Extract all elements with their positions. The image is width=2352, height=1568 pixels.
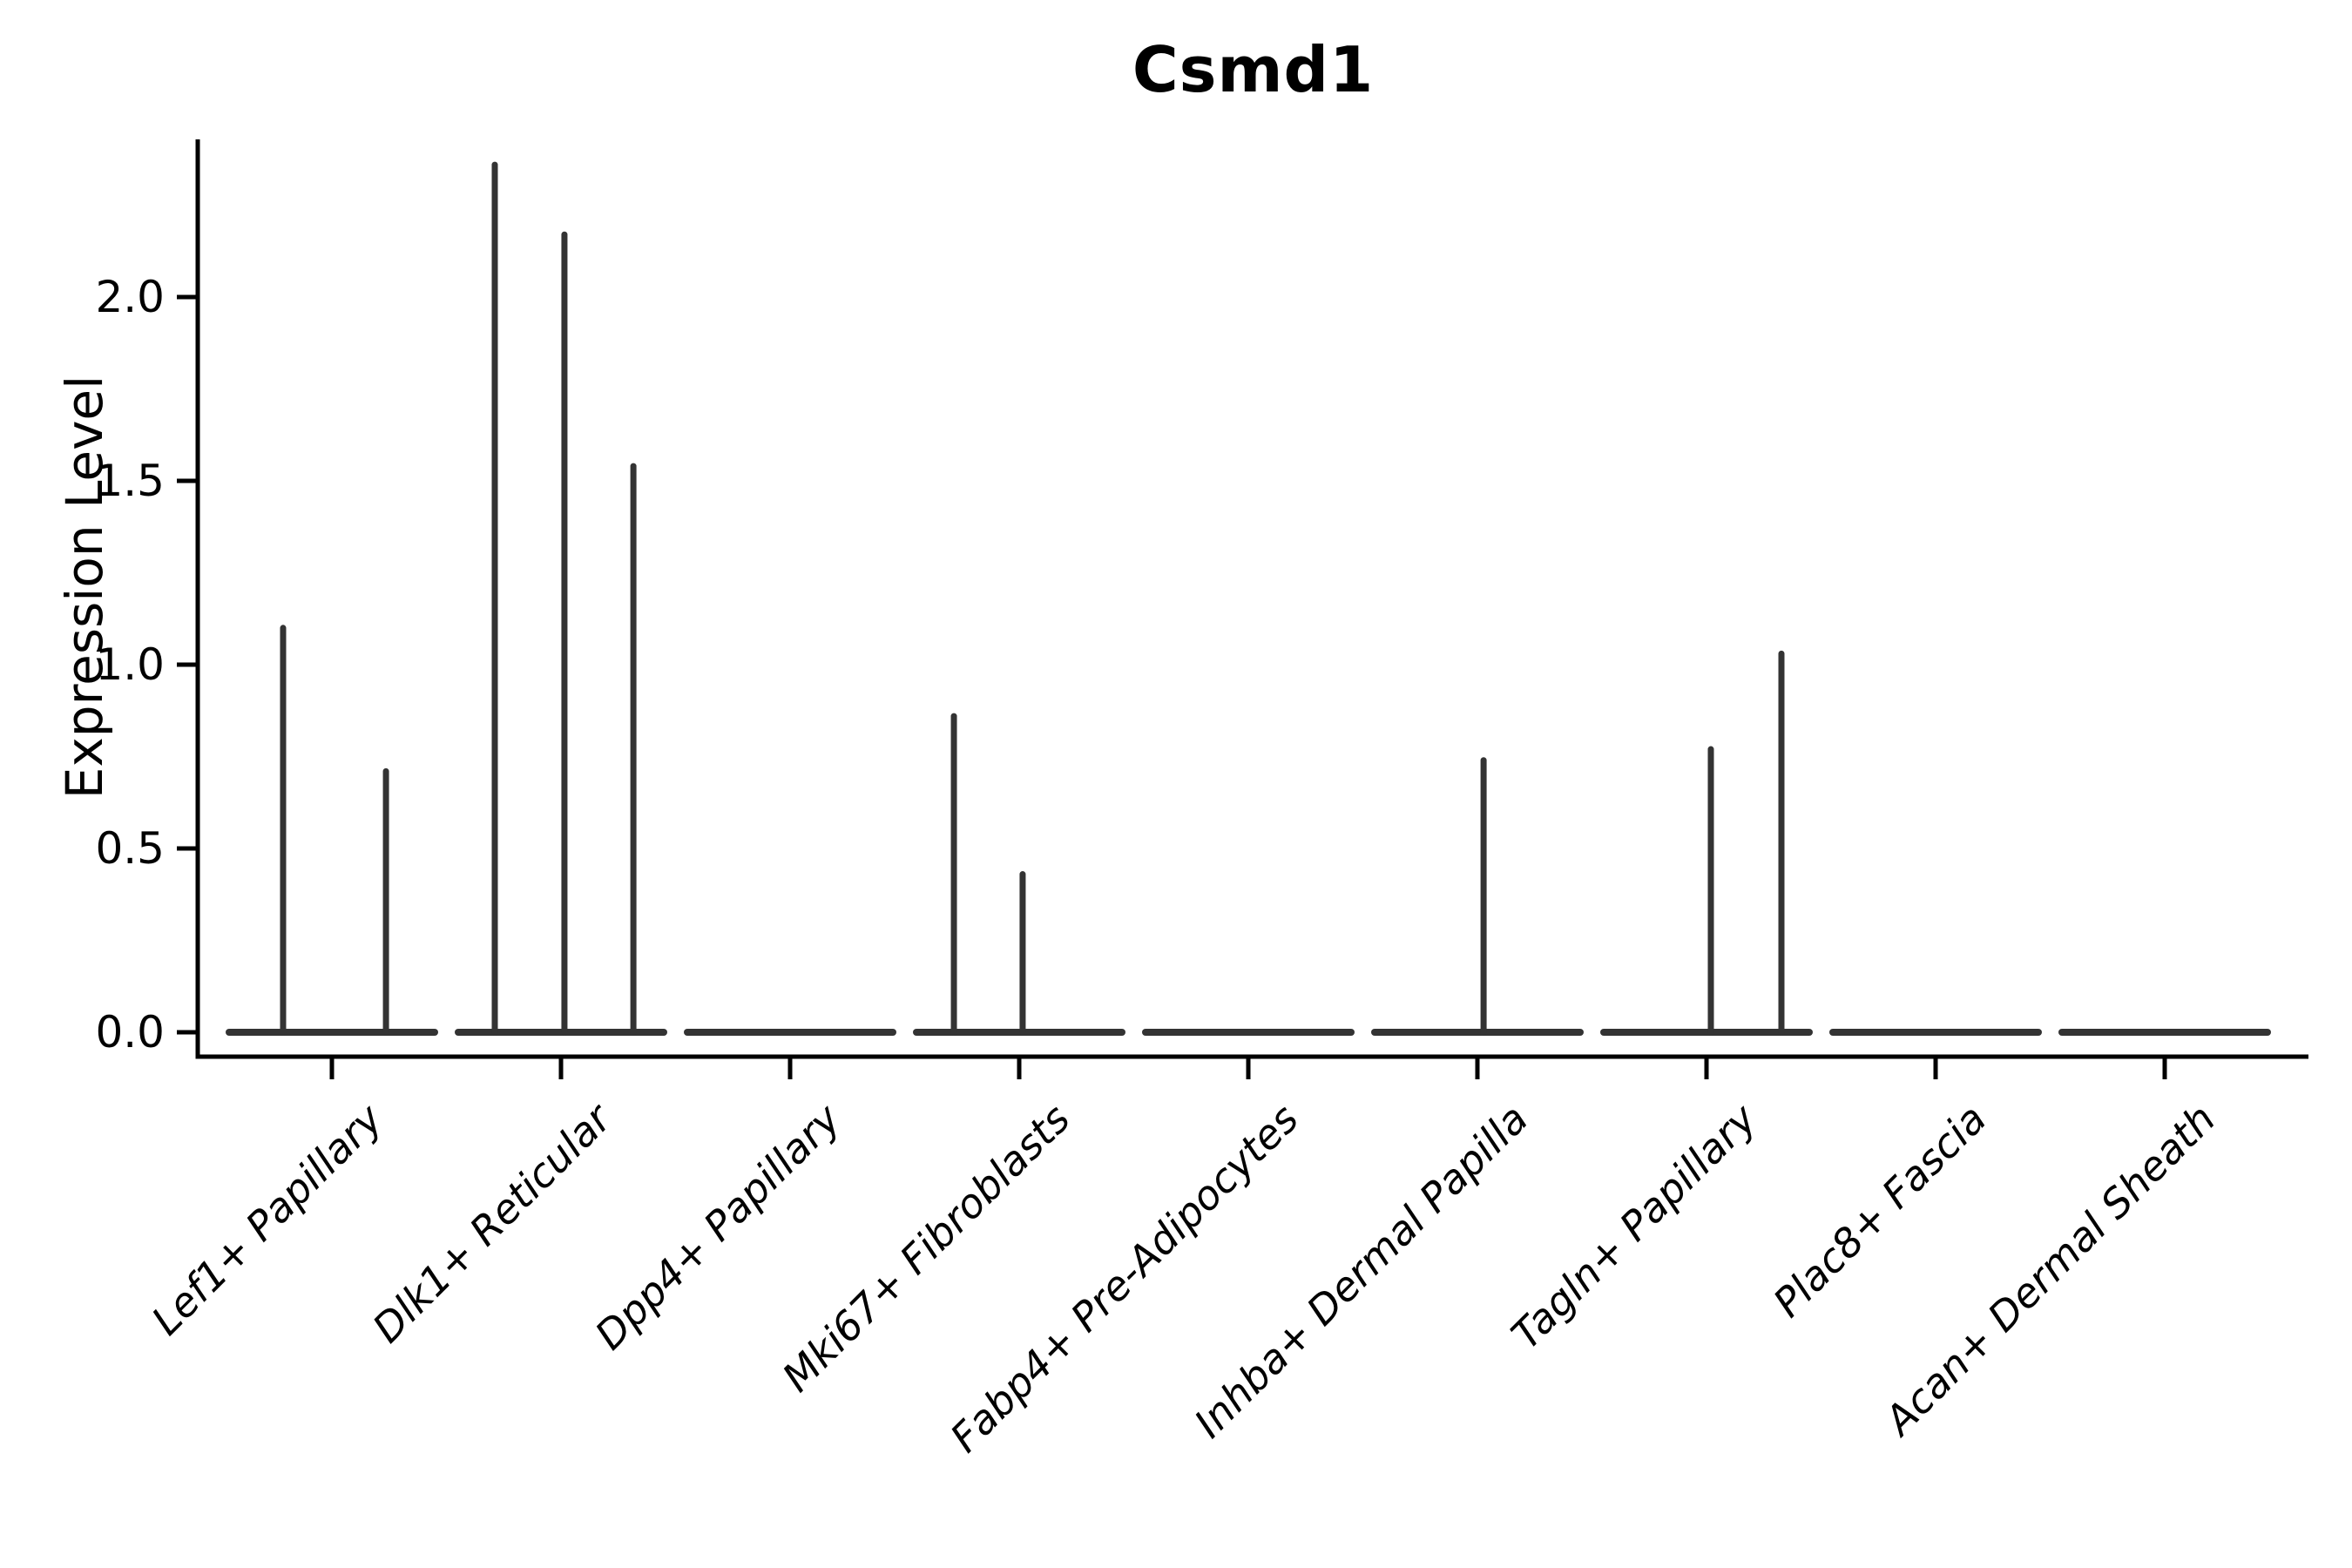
y-tick-label: 1.5 [95,456,165,506]
y-tick-label: 2.0 [95,272,165,322]
violin-baseline [1600,1029,1813,1036]
violin-baseline [226,1029,438,1036]
chart-title: Csmd1 [1132,33,1375,106]
violin-baseline [1371,1029,1584,1036]
violin-baseline [684,1029,896,1036]
violin-baseline [1142,1029,1355,1036]
violin-baseline [1829,1029,2042,1036]
y-tick-label: 0.0 [95,1007,165,1058]
violin-baseline [2058,1029,2271,1036]
violin-baseline [913,1029,1125,1036]
y-tick-label: 1.0 [95,639,165,690]
y-tick-label: 0.5 [95,823,165,874]
axis-spine [195,139,2308,1059]
violin-baseline [455,1029,667,1036]
